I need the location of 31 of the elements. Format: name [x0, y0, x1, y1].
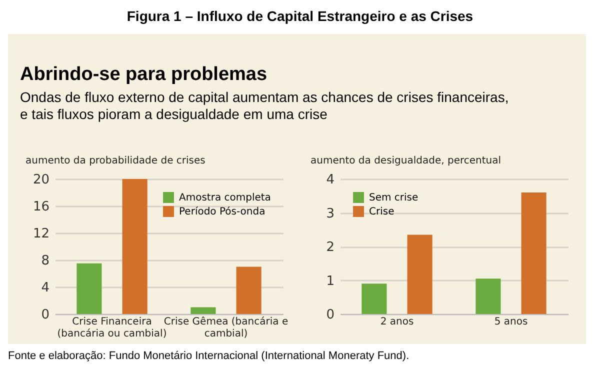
y-tick-label: 20	[32, 172, 50, 188]
chart-title: Figura 1 – Influxo de Capital Estrangeiro e as Crises	[126, 7, 474, 26]
bar	[521, 192, 546, 314]
bar	[236, 266, 262, 314]
y-tick-label: 0	[326, 308, 334, 322]
text: Ondas de fluxo externo de capital aumentam as chances de crises financeiras, e tais fluxos pioram a desigualdade em uma crise	[20, 89, 510, 123]
legend-label: Amostra completa	[179, 192, 271, 204]
bar	[362, 284, 387, 314]
y-tick-label: 4	[41, 280, 50, 296]
chart-subtitle: Abrindo-se para problemas	[20, 64, 268, 86]
y-tick-label: 0	[41, 308, 50, 322]
y-axis-title: aumento da desigualdade, percentual	[310, 156, 502, 166]
bar	[407, 234, 432, 314]
y-tick-label: 2	[326, 240, 334, 255]
legend-label: Sem crise	[369, 192, 418, 204]
bar	[122, 179, 148, 314]
y-tick-label: 4	[326, 172, 334, 188]
x-tick-label: 5 anos	[494, 316, 528, 328]
source-note: Fonte e elaboração: Fundo Monetário Internacional (International Moneraty Fund).	[8, 350, 410, 362]
legend-label: Período Pós-onda	[179, 206, 266, 218]
x-tick-label: 2 anos	[380, 316, 414, 328]
y-tick-label: 3	[326, 206, 334, 222]
y-tick-label: 12	[32, 226, 50, 242]
bar	[76, 263, 102, 314]
bar	[190, 307, 216, 314]
y-tick-label: 1	[326, 274, 334, 289]
legend-label: Crise	[369, 206, 394, 218]
bar	[476, 278, 501, 314]
y-axis-title: aumento da probabilidade de crises	[26, 156, 206, 166]
y-tick-label: 8	[41, 254, 50, 268]
y-tick-label: 16	[32, 200, 50, 214]
